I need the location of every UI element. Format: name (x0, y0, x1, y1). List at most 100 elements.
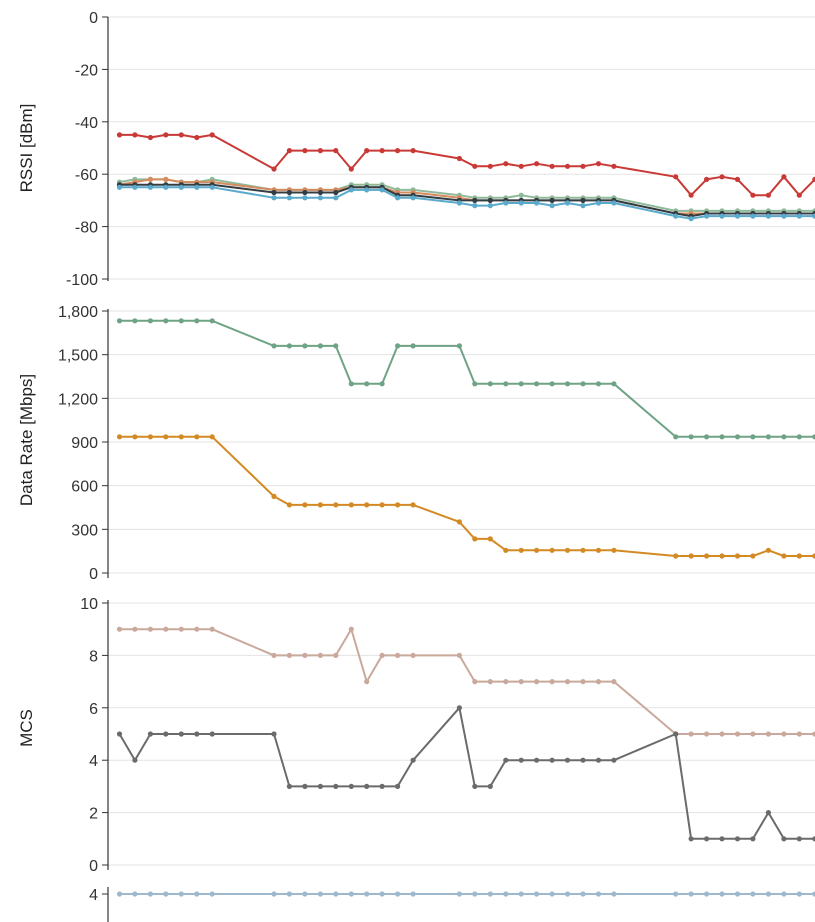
data-point (163, 891, 169, 897)
data-point (302, 343, 308, 349)
y-tick-label: 900 (71, 435, 98, 452)
data-point (348, 166, 354, 172)
series-1 (116, 434, 815, 559)
data-point (765, 731, 772, 737)
data-point (688, 553, 694, 559)
data-point (688, 836, 694, 842)
series-line (118, 706, 815, 840)
data-point (688, 731, 694, 737)
data-point (688, 434, 694, 440)
data-point (379, 381, 385, 387)
data-point (147, 134, 153, 141)
data-point (734, 176, 741, 182)
data-point (364, 148, 370, 154)
data-point (487, 203, 493, 209)
series-4 (116, 184, 815, 222)
data-point (317, 783, 323, 790)
data-point (734, 434, 741, 440)
data-point (534, 381, 540, 387)
data-point (503, 891, 509, 897)
data-point (209, 184, 215, 190)
data-point (271, 195, 277, 201)
data-point (719, 836, 725, 842)
data-point (611, 381, 617, 387)
data-point (549, 891, 555, 897)
y-axis-title: MCS (17, 709, 36, 747)
data-point (534, 679, 540, 685)
data-point (595, 200, 602, 206)
data-point (734, 213, 741, 219)
data-point (796, 213, 802, 219)
y-tick-label: 8 (89, 648, 98, 665)
data-point (534, 547, 540, 553)
data-point (286, 343, 292, 349)
data-point (595, 547, 602, 553)
data-point (812, 891, 815, 897)
data-point (302, 502, 308, 508)
data-point (163, 132, 169, 138)
y-tick-label: 0 (89, 858, 98, 875)
data-point (611, 163, 617, 169)
data-point (410, 502, 416, 508)
y-tick-label: 4 (89, 753, 98, 770)
data-point (580, 891, 586, 897)
data-point (472, 381, 478, 387)
data-point (116, 626, 123, 632)
data-point (580, 679, 586, 685)
data-point (271, 493, 277, 499)
data-point (673, 434, 679, 440)
data-point (518, 757, 524, 763)
data-point (286, 148, 292, 154)
data-point (595, 757, 602, 763)
data-point (132, 626, 138, 632)
data-point (163, 626, 169, 632)
data-point (564, 679, 571, 685)
data-point (549, 203, 555, 209)
data-point (812, 213, 815, 219)
data-point (472, 197, 478, 203)
data-point (812, 731, 815, 737)
data-point (472, 679, 478, 685)
data-point (734, 891, 741, 897)
data-point (564, 891, 571, 897)
data-point (796, 434, 802, 440)
data-point (750, 434, 756, 440)
data-point (364, 891, 370, 897)
data-point (503, 547, 509, 553)
data-point (503, 161, 509, 167)
series-3 (116, 182, 815, 219)
data-point (333, 783, 339, 790)
data-point (704, 836, 710, 842)
panel-3: 4 (89, 887, 815, 922)
data-point (549, 163, 555, 169)
data-point (302, 148, 308, 154)
data-point (688, 192, 694, 198)
data-point (750, 192, 756, 198)
data-point (719, 213, 725, 219)
data-point (333, 195, 339, 201)
data-point (595, 161, 602, 167)
data-point (178, 626, 184, 632)
data-point (286, 783, 292, 790)
data-point (456, 519, 462, 525)
data-point (379, 652, 385, 659)
data-point (178, 731, 184, 737)
data-point (209, 731, 215, 737)
data-point (364, 187, 370, 193)
data-point (364, 381, 370, 387)
data-point (364, 783, 370, 790)
data-point (611, 200, 617, 206)
data-point (395, 343, 401, 349)
data-point (472, 536, 478, 542)
data-point (781, 174, 787, 180)
data-point (116, 318, 123, 324)
data-point (395, 195, 401, 201)
data-point (781, 891, 787, 897)
data-point (472, 203, 478, 209)
data-point (116, 132, 123, 138)
data-point (317, 195, 323, 201)
data-point (518, 381, 524, 387)
data-point (317, 343, 323, 349)
data-point (333, 148, 339, 154)
data-point (379, 502, 385, 508)
